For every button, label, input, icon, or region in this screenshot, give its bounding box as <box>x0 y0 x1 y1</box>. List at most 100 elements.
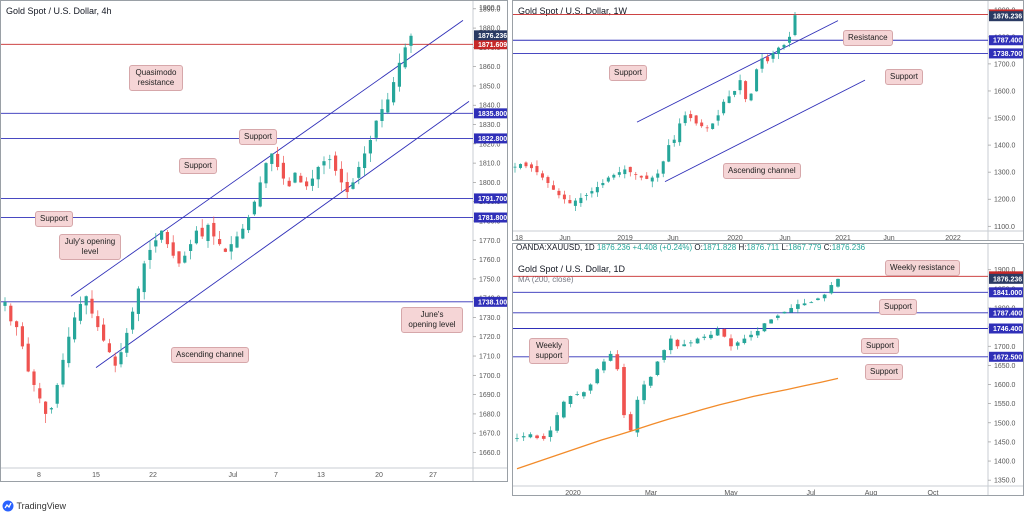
candle-body <box>160 230 164 240</box>
x-tick-label: 13 <box>317 472 325 479</box>
level-price-label: 1672.500 <box>993 354 1022 361</box>
candle-body <box>705 127 709 129</box>
y-tick-label: 1750.0 <box>479 276 501 283</box>
candle-body <box>113 356 117 366</box>
y-tick-label: 1550.0 <box>994 401 1016 408</box>
chart-panel-1w[interactable]: Gold Spot / U.S. Dollar, 1W 1900.01800.0… <box>512 0 1024 241</box>
candle-body <box>777 47 781 55</box>
chart-panel-4h[interactable]: Gold Spot / U.S. Dollar, 4h 1890.0 1880.0… <box>0 0 508 482</box>
candle-body <box>165 232 169 245</box>
candle-body <box>223 248 227 252</box>
x-tick-label: Aug <box>865 490 878 496</box>
candle-body <box>608 353 613 361</box>
low-key: L: <box>781 243 789 252</box>
candle-body <box>529 164 533 169</box>
x-tick-label: Jun <box>883 235 894 241</box>
x-tick-label: 2020 <box>727 235 743 241</box>
x-tick-label: 8 <box>37 472 41 479</box>
x-tick-label: 7 <box>274 472 278 479</box>
candle-body <box>380 109 384 121</box>
candle-body <box>782 44 786 48</box>
candle-body <box>749 334 753 338</box>
candle-body <box>107 343 111 353</box>
annotation-support-right: Support <box>885 69 924 85</box>
symbol-label: OANDA:XAUUSD, 1D <box>516 243 595 252</box>
change-label: +4.408 (+0.24%) <box>632 243 693 252</box>
x-tick-label: May <box>724 490 738 496</box>
candle-body <box>125 332 129 353</box>
candle-body <box>602 361 606 371</box>
y-tick-label: 1690.0 <box>479 392 501 399</box>
candle-body <box>623 169 627 175</box>
level-price-tag <box>989 351 1023 362</box>
annotation-support-left: Support <box>609 65 648 81</box>
candle-body <box>628 414 633 431</box>
open-key: O: <box>694 243 703 252</box>
candle-body <box>802 303 807 306</box>
candle-body <box>345 181 349 193</box>
y-tick-label: 1880.0 <box>479 26 501 33</box>
candle-body <box>715 329 720 336</box>
candle-body <box>782 311 787 314</box>
open-value: 1871.828 <box>702 243 737 252</box>
candle-body <box>281 162 285 179</box>
candle-body <box>328 159 332 161</box>
candle-body <box>689 342 693 344</box>
y-tick-label: 1600.0 <box>994 88 1016 95</box>
candle-body <box>392 82 396 103</box>
x-tick-label: 2021 <box>835 235 851 241</box>
y-tick-label: 1770.0 <box>479 238 501 245</box>
chart-1d-canvas[interactable]: 1900.01850.01800.01750.01700.01650.01600… <box>513 244 1024 496</box>
candle-body <box>582 392 586 397</box>
candle-body <box>363 153 367 169</box>
candle-body <box>67 336 71 364</box>
candle-body <box>735 342 740 346</box>
candle-body <box>252 201 256 215</box>
candle-body <box>678 123 682 143</box>
ma-legend: MA (200, close) <box>518 275 574 284</box>
candle-body <box>749 93 753 101</box>
candle-body <box>727 96 731 103</box>
annotation-ascending-channel: Ascending channel <box>171 347 249 363</box>
candle-body <box>816 298 820 301</box>
level-price-label: 1746.400 <box>993 326 1022 333</box>
chart-4h-canvas[interactable]: 1890.01880.01870.01860.01850.01840.01830… <box>1 1 508 482</box>
candle-body <box>588 384 593 391</box>
candle-body <box>73 317 77 340</box>
candle-body <box>561 401 566 418</box>
level-price-tag <box>989 307 1023 318</box>
candle-body <box>229 244 233 252</box>
candle-body <box>568 396 573 405</box>
candle-body <box>650 177 654 182</box>
candle-body <box>276 153 280 167</box>
candle-body <box>606 177 610 182</box>
candle-body <box>738 80 742 91</box>
annotation-support: Support <box>35 211 74 227</box>
y-tick-label: 1100.0 <box>994 224 1015 231</box>
annotation-support: Support <box>865 364 904 380</box>
candle-body <box>716 115 720 121</box>
last-price-tag <box>989 11 1023 22</box>
candle-body <box>305 181 309 187</box>
candle-body <box>357 166 361 178</box>
chart-panel-1d[interactable]: OANDA:XAUUSD, 1D 1876.236 +4.408 (+0.24%… <box>512 243 1024 496</box>
candle-body <box>96 316 100 328</box>
candle-body <box>84 296 88 306</box>
y-tick-label: 1900.0 <box>479 5 501 12</box>
y-tick-label: 1730.0 <box>479 315 501 322</box>
candle-body <box>258 182 262 207</box>
candle-body <box>49 408 53 410</box>
level-price-label: 1871.609 <box>478 42 507 49</box>
candle-body <box>762 323 767 332</box>
candle-body <box>822 294 827 299</box>
x-tick-label: Jul <box>807 490 816 496</box>
chart-1w-canvas[interactable]: 1900.01800.01700.01600.01500.01400.01300… <box>513 1 1024 241</box>
level-price-label: 1822.800 <box>478 136 507 143</box>
candle-body <box>15 321 19 328</box>
annotation-weekly-resistance: Weekly resistance <box>885 260 960 276</box>
candle-body <box>183 255 187 263</box>
candle-body <box>755 69 759 92</box>
candle-body <box>287 180 291 187</box>
candle-body <box>775 315 780 318</box>
candle-body <box>744 81 748 100</box>
